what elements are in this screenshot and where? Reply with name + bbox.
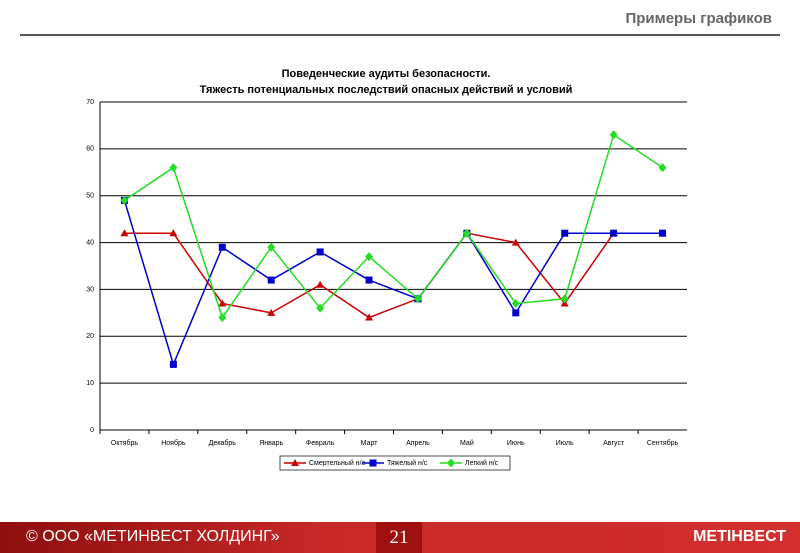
data-point: [169, 163, 178, 173]
data-point: [609, 130, 618, 140]
legend-marker: [291, 459, 299, 466]
chart-title: Поведенческие аудиты безопасности.: [282, 68, 491, 80]
x-tick-label: Сентябрь: [647, 439, 679, 447]
data-point: [413, 294, 422, 304]
y-tick-label: 50: [86, 193, 94, 200]
legend-label: Смертельный н/с: [309, 459, 366, 467]
data-point: [169, 229, 178, 237]
legend-label: Тяжелый н/с: [387, 459, 428, 467]
y-tick-label: 40: [86, 239, 94, 246]
data-point: [462, 228, 471, 238]
data-point: [316, 303, 325, 313]
x-tick-label: Октябрь: [111, 439, 138, 447]
x-tick-label: Май: [460, 439, 474, 447]
data-point: [658, 163, 667, 173]
legend-box: [279, 455, 511, 471]
y-tick-label: 60: [86, 146, 94, 153]
data-point: [218, 313, 227, 323]
data-point: [560, 294, 569, 304]
data-point: [267, 308, 276, 316]
data-point: [511, 298, 520, 308]
header-rule: [20, 34, 780, 36]
x-tick-label: Февраль: [306, 440, 335, 447]
data-point: [561, 229, 569, 237]
data-point: [267, 276, 275, 284]
data-point: [120, 229, 129, 237]
slide-header: Примеры графиков: [625, 10, 772, 27]
data-point: [267, 242, 276, 252]
chart-title: Тяжесть потенциальных последствий опасны…: [200, 84, 573, 96]
footer-text: © ООО «МЕТИНВЕСТ ХОЛДИНГ»: [26, 528, 280, 545]
series-line: [123, 200, 663, 367]
data-point: [365, 276, 373, 284]
data-point: [365, 313, 374, 321]
logo: МЕТІНВЕСТ: [693, 528, 786, 545]
x-tick-label: Декабрь: [209, 439, 237, 447]
y-tick-label: 20: [86, 333, 94, 340]
legend-label: Легкий н/с: [465, 459, 499, 467]
data-point: [218, 299, 227, 307]
x-tick-label: Июль: [556, 440, 574, 447]
y-tick-label: 10: [86, 380, 94, 387]
legend-marker: [447, 458, 455, 468]
data-point: [659, 229, 667, 237]
x-tick-label: Март: [361, 440, 379, 447]
x-tick-label: Август: [603, 440, 625, 447]
chart: Поведенческие аудиты безопасности. Тяжест…: [86, 68, 687, 471]
data-point: [365, 252, 374, 262]
data-point: [610, 229, 618, 237]
x-tick-label: Ноябрь: [161, 439, 186, 447]
series-line: [124, 232, 663, 319]
x-tick-label: Апрель: [406, 440, 430, 447]
y-tick-label: 70: [86, 99, 94, 106]
y-tick-label: 0: [90, 427, 94, 434]
data-point: [512, 309, 520, 317]
data-point: [511, 238, 520, 246]
data-point: [169, 360, 177, 368]
data-point: [316, 248, 324, 256]
data-point: [120, 195, 129, 205]
y-tick-label: 30: [86, 286, 94, 293]
data-point: [316, 280, 325, 288]
x-tick-label: Январь: [259, 440, 283, 447]
series-line: [124, 133, 663, 320]
data-point: [218, 243, 226, 251]
page-number: 21: [376, 522, 422, 553]
legend-marker: [369, 459, 377, 467]
x-tick-label: Июнь: [507, 440, 525, 447]
